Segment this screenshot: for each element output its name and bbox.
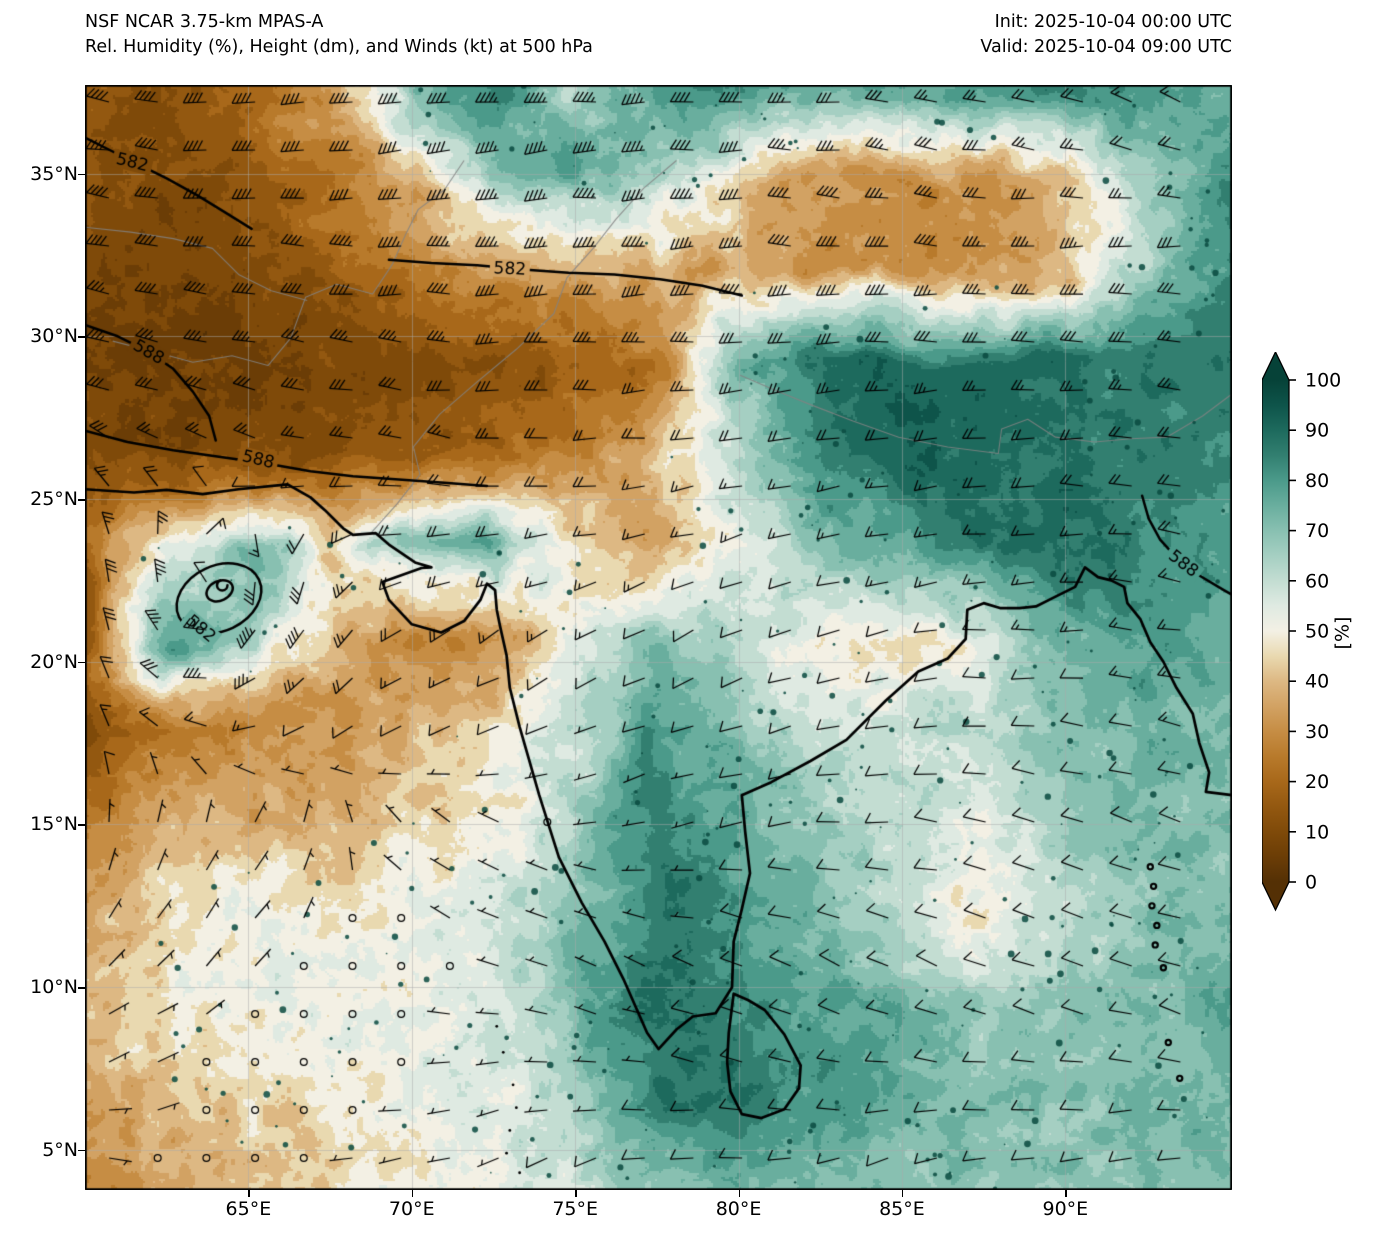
x-tick-mark [248,1190,250,1197]
y-tick-mark [78,824,85,826]
x-tick-mark [411,1190,414,1197]
colorbar: 0 10 20 30 40 50 60 70 80 90 100 [1261,350,1372,918]
init-time: Init: 2025-10-04 00:00 UTC [994,12,1232,32]
title-block-right: Init: 2025-10-04 00:00 UTC Valid: 2025-10… [980,10,1232,60]
y-tick-label: 35°N [30,162,78,185]
x-tick-label: 70°E [388,1198,435,1220]
x-tick-label: 90°E [1042,1198,1089,1220]
x-tick-mark [738,1190,741,1197]
x-tick-label: 80°E [715,1198,762,1220]
map-canvas [85,85,1232,1190]
colorbar-tick-label: 40 [1305,671,1329,693]
y-tick-label: 5°N [42,1138,78,1161]
colorbar-svg: 0 10 20 30 40 50 60 70 80 90 100 [1261,350,1341,912]
y-tick-mark [78,1149,85,1152]
colorbar-tick-label: 90 [1305,420,1329,442]
colorbar-bar [1261,350,1290,912]
y-tick-mark [78,499,85,501]
y-tick-label: 30°N [30,325,78,348]
x-tick-mark [1065,1190,1067,1197]
field-subtitle: Rel. Humidity (%), Height (dm), and Wind… [85,37,593,57]
colorbar-tick-label: 10 [1305,821,1329,843]
x-tick-mark [901,1190,904,1197]
y-tick-mark [78,987,85,989]
y-tick-mark [78,173,85,176]
colorbar-tick-label: 80 [1305,470,1329,492]
x-tick-label: 75°E [552,1198,598,1220]
valid-time: Valid: 2025-10-04 09:00 UTC [980,37,1232,57]
colorbar-tick-label: 60 [1305,570,1329,592]
colorbar-unit-label: [%] [1331,616,1354,650]
y-tick-label: 10°N [30,976,78,999]
x-tick-label: 65°E [225,1198,272,1220]
x-tick-mark [575,1190,577,1197]
y-tick-label: 20°N [30,650,78,673]
title-block-left: NSF NCAR 3.75-km MPAS-A Rel. Humidity (%)… [85,10,593,60]
model-title: NSF NCAR 3.75-km MPAS-A [85,12,324,32]
x-tick-label: 85°E [879,1198,925,1220]
y-tick-mark [78,661,85,664]
y-tick-mark [78,336,85,338]
colorbar-tick-label: 30 [1305,721,1329,743]
y-tick-label: 15°N [30,813,78,836]
colorbar-tick-label: 100 [1305,370,1341,392]
y-tick-label: 25°N [30,488,78,510]
colorbar-tick-label: 50 [1305,621,1329,643]
colorbar-tick-label: 0 [1305,872,1317,894]
colorbar-tick-label: 70 [1305,520,1329,542]
colorbar-tick-label: 20 [1305,771,1329,793]
